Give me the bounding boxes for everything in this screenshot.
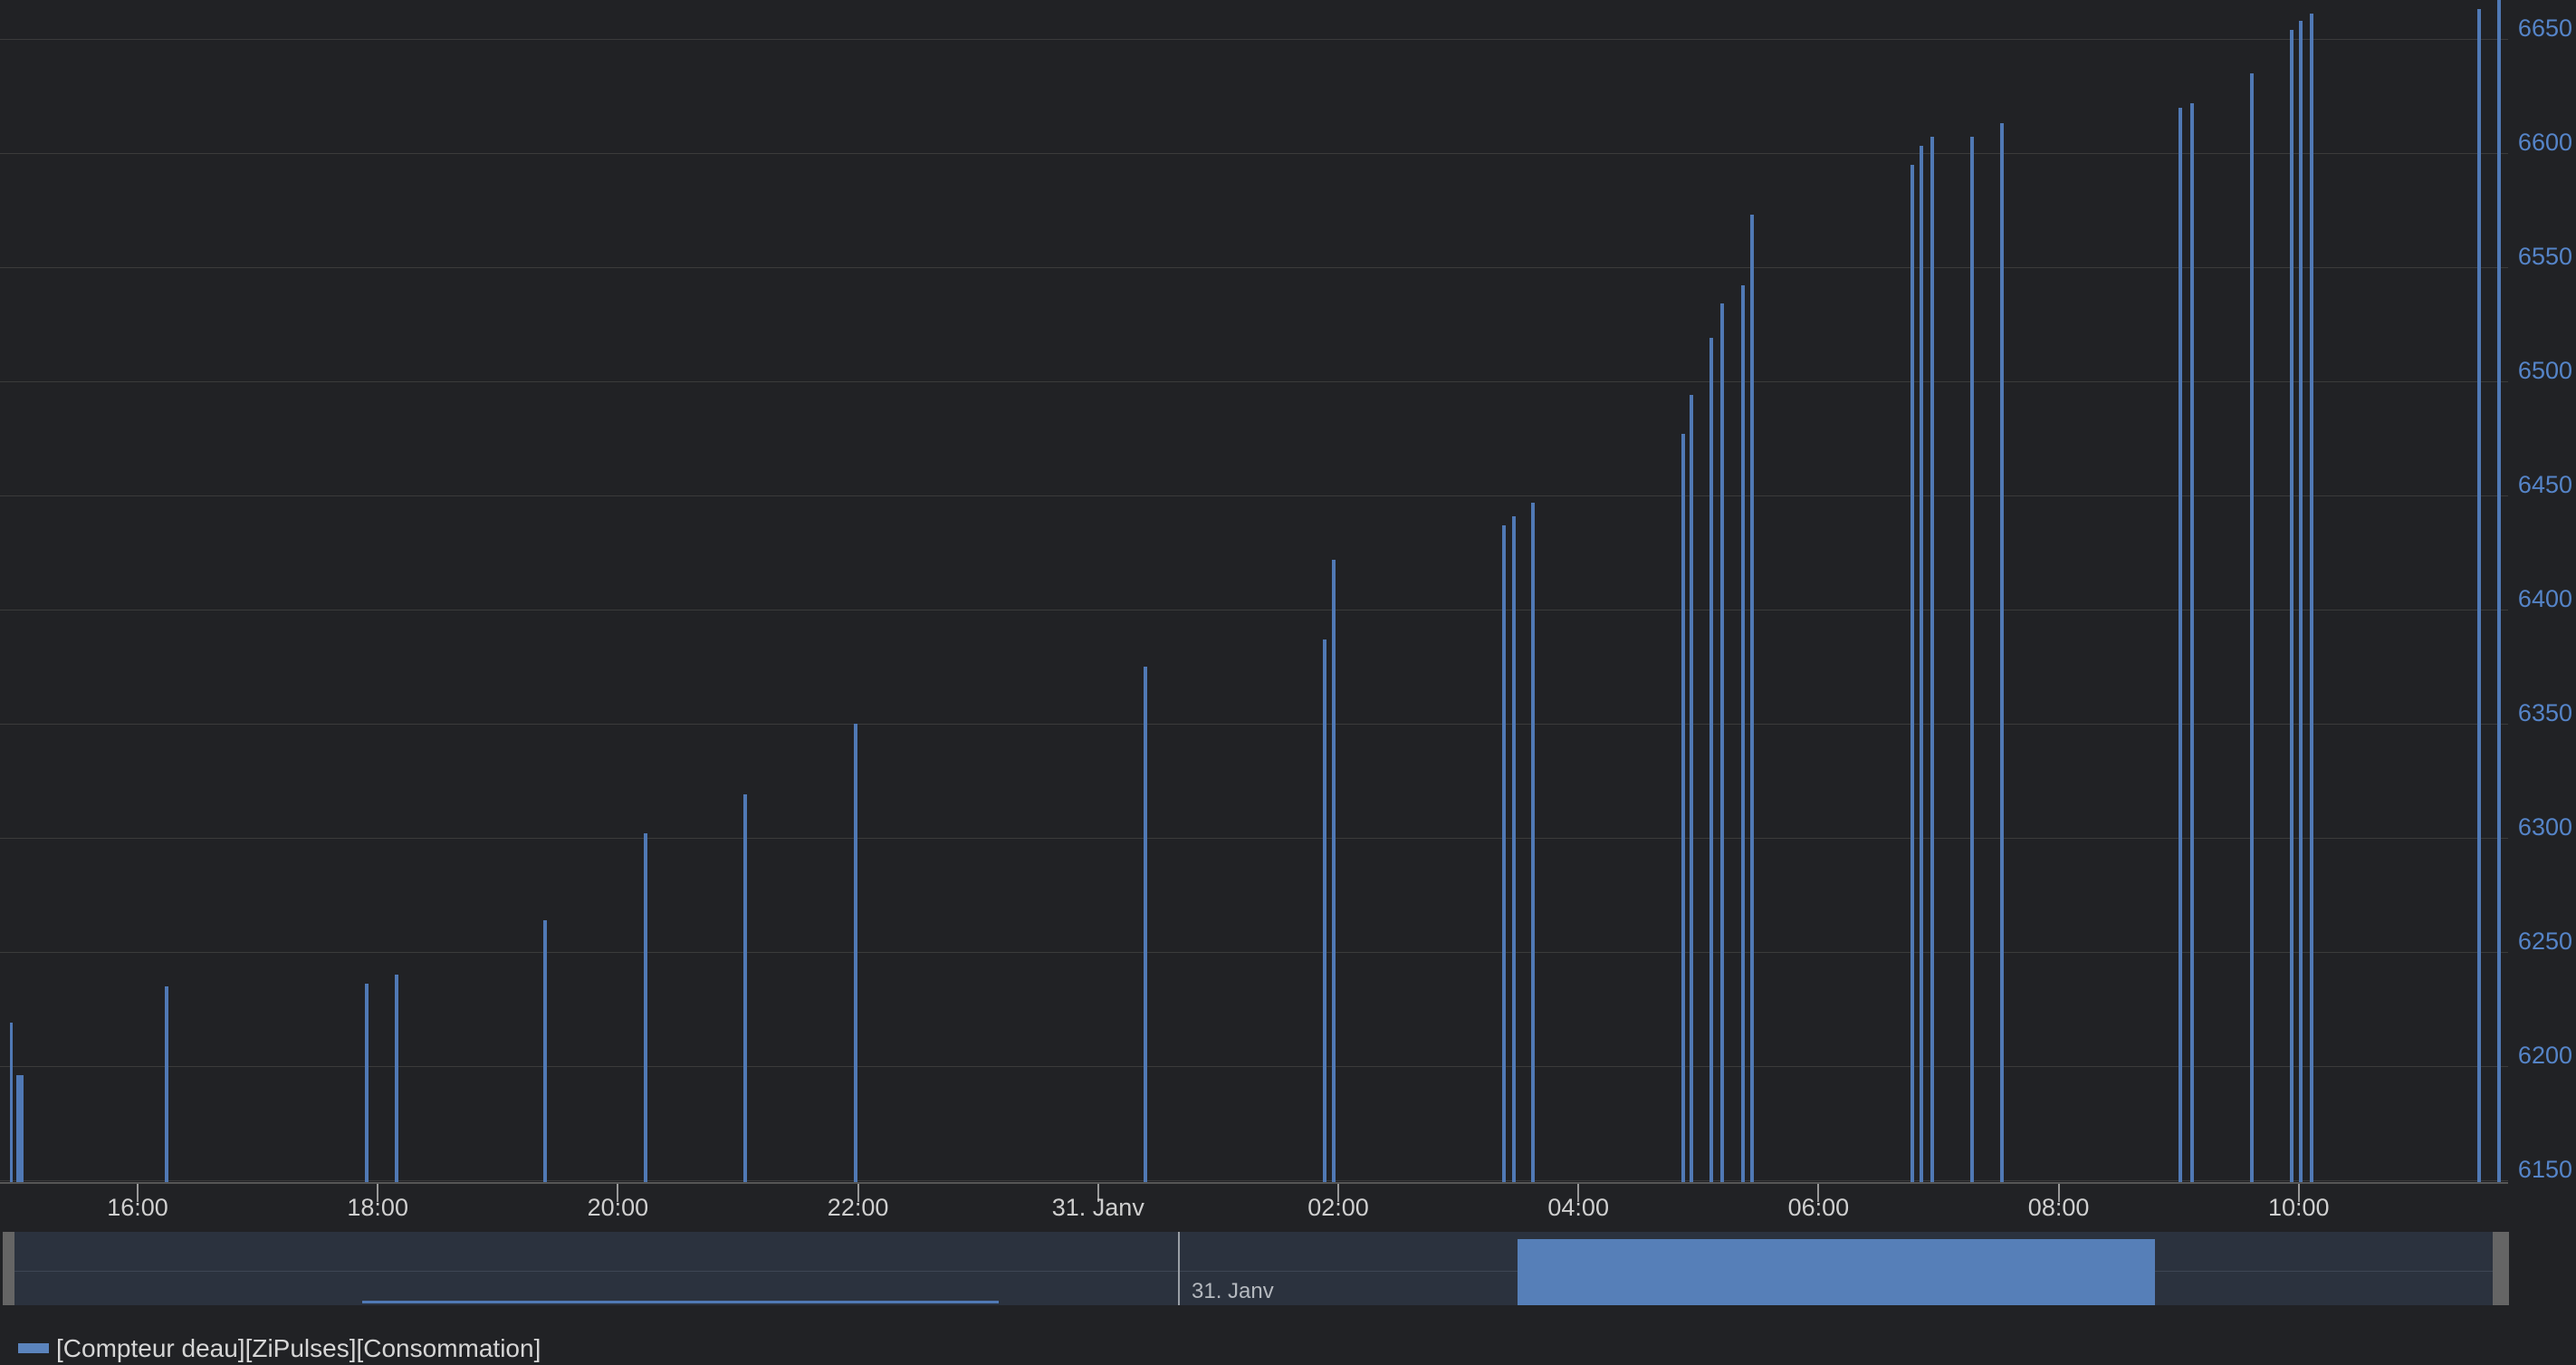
y-gridline — [0, 1180, 2508, 1181]
y-axis-label: 6150 — [2517, 1156, 2572, 1183]
navigator-series-line — [362, 1301, 999, 1303]
bar[interactable] — [542, 919, 547, 1182]
bar[interactable] — [2189, 102, 2194, 1182]
x-tick — [2297, 1184, 2300, 1202]
navigator-selection[interactable] — [1518, 1239, 2155, 1305]
bar[interactable] — [2289, 29, 2294, 1182]
y-gridline — [0, 952, 2508, 953]
x-tick — [1096, 1184, 1099, 1202]
y-axis-label: 6550 — [2517, 243, 2572, 270]
y-gridline — [0, 153, 2508, 154]
bar[interactable] — [164, 985, 168, 1182]
y-axis-label: 6400 — [2517, 585, 2572, 612]
x-axis-label: 02:00 — [1307, 1194, 1369, 1221]
bar[interactable] — [2476, 9, 2481, 1182]
bar[interactable] — [2178, 107, 2182, 1182]
bar[interactable] — [853, 724, 857, 1182]
x-axis-label: 06:00 — [1787, 1194, 1850, 1221]
bar[interactable] — [2310, 14, 2314, 1182]
bar[interactable] — [395, 975, 399, 1182]
bar[interactable] — [1740, 285, 1745, 1182]
bar[interactable] — [1331, 559, 1336, 1182]
navigator-left-handle[interactable] — [3, 1232, 14, 1305]
x-axis-label: 10:00 — [2268, 1194, 2330, 1221]
y-axis-label: 6600 — [2517, 129, 2572, 156]
bar[interactable] — [2497, 0, 2502, 1182]
y-gridline — [0, 39, 2508, 40]
x-tick — [617, 1184, 619, 1202]
bar[interactable] — [365, 984, 369, 1182]
legend-label: [Compteur deau][ZiPulses][Consommation] — [56, 1333, 541, 1362]
bar[interactable] — [2299, 20, 2303, 1182]
bar[interactable] — [10, 1023, 14, 1182]
x-axis-label: 08:00 — [2027, 1194, 2090, 1221]
legend-item[interactable]: [Compteur deau][ZiPulses][Consommation] — [0, 1331, 815, 1365]
bar[interactable] — [16, 1075, 24, 1182]
plot-area[interactable] — [0, 0, 2508, 1182]
y-axis: 6150 6200 6250 6300 6350 6400 6450 6500 6550 6600… — [2508, 0, 2576, 1182]
bar[interactable] — [1750, 215, 1755, 1182]
navigator: 31. Janv — [0, 1232, 2576, 1305]
y-gridline — [0, 381, 2508, 382]
x-axis-label: 18:00 — [347, 1194, 408, 1221]
y-axis-label: 6250 — [2517, 928, 2572, 955]
y-axis-label: 6300 — [2517, 813, 2572, 841]
y-gridline — [0, 1066, 2508, 1067]
navigator-date-divider — [1178, 1232, 1180, 1305]
x-tick — [857, 1184, 859, 1202]
y-gridline — [0, 267, 2508, 268]
x-axis-label: 22:00 — [827, 1194, 889, 1221]
x-axis-line — [0, 1182, 2508, 1184]
y-axis-label: 6350 — [2517, 699, 2572, 726]
navigator-right-handle[interactable] — [2493, 1232, 2509, 1305]
y-gridline — [0, 724, 2508, 725]
bar[interactable] — [1970, 137, 1975, 1182]
y-axis-label: 6500 — [2517, 357, 2572, 384]
bar[interactable] — [1681, 433, 1685, 1182]
bar[interactable] — [1143, 667, 1147, 1182]
y-axis-label: 6450 — [2517, 471, 2572, 498]
bar[interactable] — [1930, 137, 1935, 1182]
x-tick — [2057, 1184, 2060, 1202]
bar[interactable] — [1501, 524, 1506, 1182]
y-gridline — [0, 495, 2508, 496]
navigator-midline — [14, 1271, 2493, 1272]
x-axis-label: 31. Janv — [1051, 1194, 1144, 1221]
x-tick — [1817, 1184, 1820, 1202]
bar[interactable] — [2250, 72, 2255, 1182]
bar[interactable] — [1720, 303, 1725, 1182]
bar[interactable] — [1709, 338, 1714, 1182]
bar[interactable] — [1910, 164, 1914, 1182]
x-tick — [1337, 1184, 1339, 1202]
bar[interactable] — [2000, 123, 2005, 1182]
bar[interactable] — [1920, 146, 1924, 1182]
x-tick — [1577, 1184, 1580, 1202]
x-axis-label: 20:00 — [587, 1194, 649, 1221]
x-axis-label: 16:00 — [107, 1194, 168, 1221]
navigator-date-label: 31. Janv — [1192, 1279, 1274, 1303]
x-axis-label: 04:00 — [1547, 1194, 1609, 1221]
bar[interactable] — [1323, 639, 1327, 1182]
y-axis-label: 6200 — [2517, 1042, 2572, 1069]
x-tick — [137, 1184, 139, 1202]
y-axis-label: 6650 — [2517, 14, 2572, 42]
legend-swatch-icon — [18, 1343, 49, 1353]
y-gridline — [0, 838, 2508, 839]
bar[interactable] — [1511, 515, 1516, 1182]
bar[interactable] — [643, 832, 647, 1182]
bar[interactable] — [742, 794, 747, 1182]
bar[interactable] — [1530, 502, 1535, 1182]
x-tick — [377, 1184, 379, 1202]
bar[interactable] — [1689, 395, 1693, 1182]
